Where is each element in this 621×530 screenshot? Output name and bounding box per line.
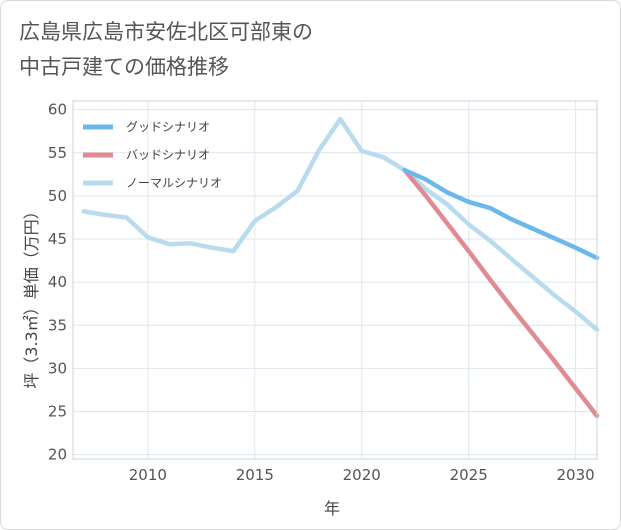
y-tick-label: 55 — [48, 144, 67, 162]
series-lines — [81, 116, 600, 419]
x-axis-title: 年 — [324, 499, 340, 518]
chart-title: 広島県広島市安佐北区可部東の 中古戸建ての価格推移 — [19, 15, 579, 85]
y-tick-label: 30 — [48, 359, 67, 377]
good-scenario-line — [402, 167, 600, 261]
y-tick-label: 40 — [48, 273, 67, 291]
y-tick-label: 35 — [48, 316, 67, 334]
y-tick-label: 20 — [48, 446, 67, 464]
bad-scenario-line — [402, 167, 600, 419]
chart-title-line2: 中古戸建ての価格推移 — [19, 55, 229, 79]
y-axis-title: 坪（3.3㎡）単価（万円） — [22, 203, 41, 388]
y-tick-label: 45 — [48, 230, 67, 248]
legend-good-label: グッドシナリオ — [126, 120, 210, 134]
legend-normal-label: ノーマルシナリオ — [126, 176, 222, 190]
x-tick-label: 2020 — [343, 466, 381, 484]
y-tick-label: 50 — [48, 187, 67, 205]
plot-frame — [72, 100, 598, 460]
x-tick-label: 2015 — [236, 466, 274, 484]
legend-bad-label: バッドシナリオ — [126, 148, 210, 162]
axes — [72, 100, 598, 460]
x-tick-label: 2025 — [450, 466, 488, 484]
grid-lines — [73, 101, 597, 459]
chart-title-line1: 広島県広島市安佐北区可部東の — [19, 20, 313, 44]
x-tick-label: 2010 — [129, 466, 167, 484]
y-tick-label: 60 — [48, 101, 67, 119]
x-tick-label: 2030 — [557, 466, 595, 484]
normal-scenario-line — [81, 116, 600, 332]
y-tick-label: 25 — [48, 403, 67, 421]
